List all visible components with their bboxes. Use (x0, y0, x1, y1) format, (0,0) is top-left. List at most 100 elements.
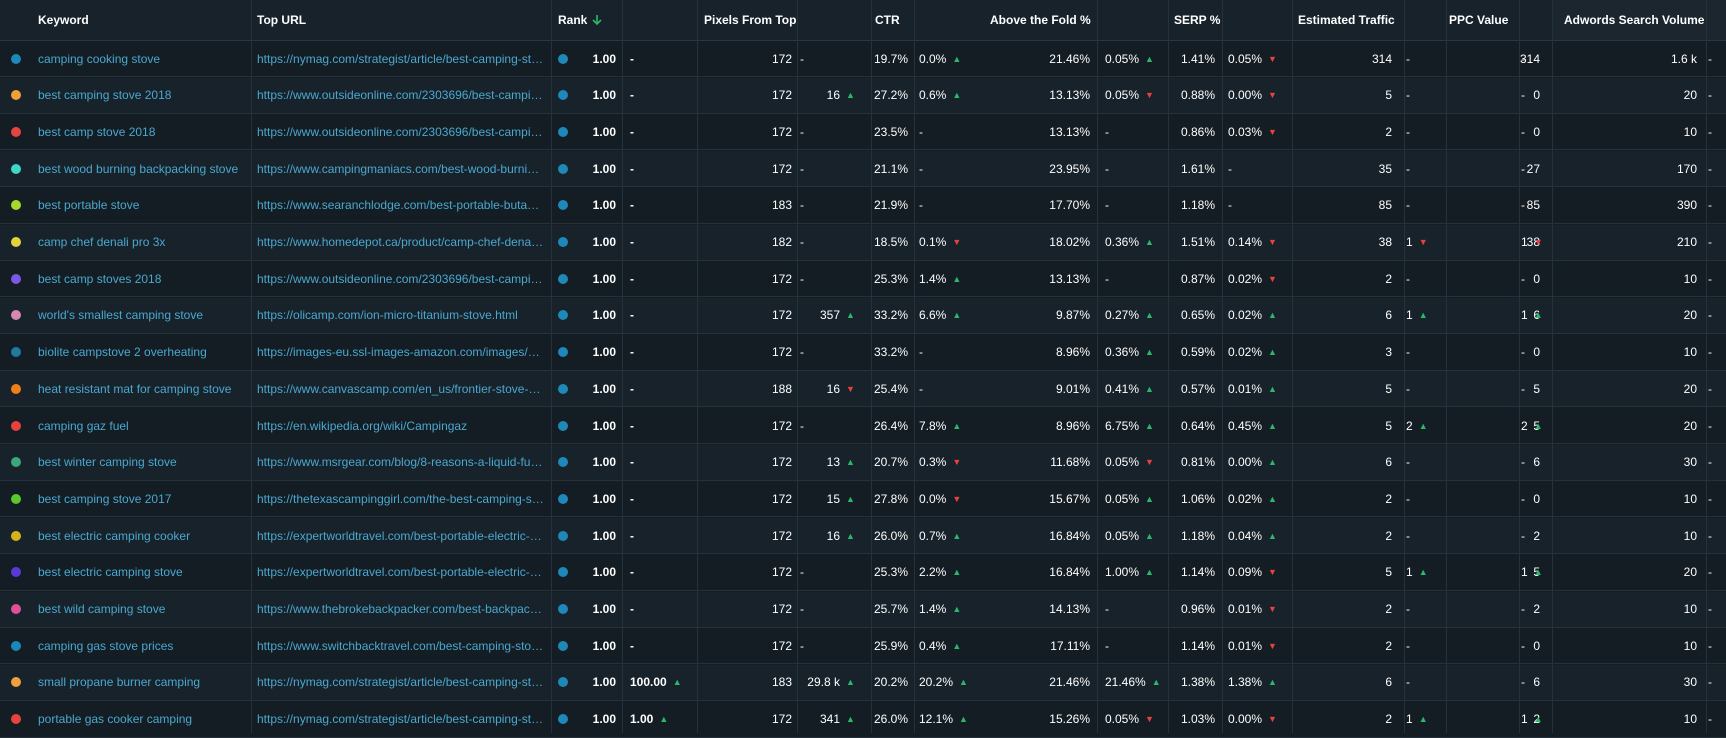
top-url-link[interactable]: https://www.homedepot.ca/product/camp-ch… (257, 225, 545, 260)
keyword-link[interactable]: camping cooking stove (38, 51, 161, 66)
rank-change-up-arrow-icon: ▲ (672, 677, 682, 688)
table-row[interactable]: portable gas cooker camping https://nymag… (0, 701, 1726, 738)
row-color-marker (11, 592, 27, 627)
col-serp[interactable]: SERP % (1174, 13, 1221, 27)
col-ctr[interactable]: CTR (875, 13, 900, 27)
keyword-link[interactable]: camping gaz fuel (38, 418, 129, 433)
adwords-change: - (1708, 78, 1726, 113)
above-fold-change-value: - (1105, 602, 1109, 616)
top-url-link[interactable]: https://nymag.com/strategist/article/bes… (257, 665, 545, 700)
top-url-link[interactable]: https://www.canvascamp.com/en_us/frontie… (257, 371, 545, 406)
color-dot-icon (11, 640, 21, 651)
traffic-change-value: - (1406, 198, 1410, 213)
table-header: Keyword Top URL Rank Pixels From Top CTR… (0, 0, 1726, 41)
keyword-link[interactable]: best winter camping stove (38, 455, 177, 470)
top-url-link[interactable]: https://www.campingmaniacs.com/best-wood… (257, 151, 545, 186)
table-row[interactable]: camping gas stove prices https://www.swit… (0, 628, 1726, 665)
table-row[interactable]: best camp stove 2018 https://www.outsideo… (0, 114, 1726, 151)
rank-dot-icon (558, 567, 568, 578)
keyword-link[interactable]: best portable stove (38, 198, 140, 213)
serp-change-value: 0.05% (1228, 51, 1263, 66)
top-url-link[interactable]: https://en.wikipedia.org/wiki/Campingaz (257, 408, 545, 443)
serp-change-down-arrow-icon: ▼ (1268, 126, 1277, 137)
top-url-link[interactable]: https://www.outsideonline.com/2303696/be… (257, 78, 545, 113)
ppc-change-up-arrow-icon: ▲ (1533, 567, 1543, 578)
keyword-link[interactable]: biolite campstove 2 overheating (38, 345, 207, 360)
col-above-fold[interactable]: Above the Fold % (990, 13, 1091, 27)
table-row[interactable]: camp chef denali pro 3x https://www.homed… (0, 224, 1726, 261)
keyword-link[interactable]: best camp stove 2018 (38, 124, 156, 139)
rank-value: 1.00 (592, 271, 616, 286)
table-row[interactable]: best camping stove 2018 https://www.outsi… (0, 77, 1726, 114)
col-rank[interactable]: Rank (558, 0, 618, 40)
table-row[interactable]: best camping stove 2017 https://thetexasc… (0, 481, 1726, 518)
ctr-value: 26.0% (873, 528, 908, 543)
top-url-link[interactable]: https://www.msrgear.com/blog/8-reasons-a… (257, 445, 545, 480)
top-url-link[interactable]: https://expertworldtravel.com/best-porta… (257, 518, 545, 553)
pixels-from-top-value: 172 (771, 638, 792, 653)
keyword-link[interactable]: best camping stove 2018 (38, 88, 172, 103)
keyword-link[interactable]: heat resistant mat for camping stove (38, 381, 232, 396)
ppc-change-value: - (1521, 88, 1525, 103)
estimated-traffic-value: 314 (1371, 51, 1392, 66)
serp-value: 0.86% (1180, 124, 1215, 139)
ctr-change-up-arrow-icon: ▲ (952, 640, 962, 651)
pixels-change-value: - (800, 345, 804, 360)
keyword-link[interactable]: camp chef denali pro 3x (38, 235, 166, 249)
keyword-link[interactable]: best camp stoves 2018 (38, 271, 162, 286)
table-row[interactable]: best wood burning backpacking stove https… (0, 151, 1726, 188)
keyword-link[interactable]: best wild camping stove (38, 602, 166, 616)
keyword-link[interactable]: small propane burner camping (38, 675, 201, 690)
col-top-url[interactable]: Top URL (257, 13, 307, 27)
keyword-link[interactable]: camping gas stove prices (38, 638, 174, 653)
top-url-link[interactable]: https://expertworldtravel.com/best-porta… (257, 555, 545, 590)
col-pixels-from-top[interactable]: Pixels From Top (704, 13, 797, 27)
top-url-link[interactable]: https://nymag.com/strategist/article/bes… (257, 702, 545, 737)
keyword-link[interactable]: best wood burning backpacking stove (38, 161, 239, 176)
rank-change: 100.00 ▲ (630, 665, 700, 700)
top-url-link[interactable]: https://nymag.com/strategist/article/bes… (257, 41, 545, 76)
keyword-link[interactable]: world's smallest camping stove (38, 308, 204, 323)
top-url-link[interactable]: https://www.outsideonline.com/2303696/be… (257, 261, 545, 296)
col-adwords-search-volume[interactable]: Adwords Search Volume (1552, 0, 1726, 40)
table-row[interactable]: best portable stove https://www.searanchl… (0, 187, 1726, 224)
top-url-link[interactable]: https://thetexascampinggirl.com/the-best… (257, 481, 545, 516)
top-url-link[interactable]: https://www.thebrokebackpacker.com/best-… (257, 592, 545, 627)
rank-value: 1.00 (592, 161, 616, 176)
col-estimated-traffic[interactable]: Estimated Traffic (1298, 13, 1395, 27)
traffic-change-value: - (1406, 345, 1410, 360)
table-row[interactable]: small propane burner camping https://nyma… (0, 664, 1726, 701)
keyword-link[interactable]: best electric camping cooker (38, 528, 191, 543)
keyword-link[interactable]: best electric camping stove (38, 565, 183, 580)
ppc-change-value: - (1521, 198, 1525, 213)
top-url-link[interactable]: https://images-eu.ssl-images-amazon.com/… (257, 335, 545, 370)
top-url-link[interactable]: https://www.outsideonline.com/2303696/be… (257, 114, 545, 149)
above-fold-change-up-arrow-icon: ▲ (1145, 347, 1154, 358)
table-row[interactable]: camping gaz fuel https://en.wikipedia.org… (0, 408, 1726, 444)
pixels-from-top-value: 172 (771, 418, 792, 433)
sort-arrow-down-icon[interactable] (591, 14, 603, 26)
table-row[interactable]: best wild camping stove https://www.thebr… (0, 591, 1726, 628)
rank-value: 1.00 (592, 455, 616, 470)
keyword-link[interactable]: best camping stove 2017 (38, 491, 172, 506)
table-row[interactable]: best winter camping stove https://www.msr… (0, 444, 1726, 481)
col-keyword[interactable]: Keyword (38, 13, 89, 27)
above-fold-change: - (1105, 114, 1175, 149)
table-row[interactable]: world's smallest camping stove https://ol… (0, 297, 1726, 334)
table-row[interactable]: heat resistant mat for camping stove http… (0, 371, 1726, 408)
table-row[interactable]: best electric camping stove https://exper… (0, 554, 1726, 591)
table-row[interactable]: camping cooking stove https://nymag.com/s… (0, 41, 1726, 77)
top-url-link[interactable]: https://olicamp.com/ion-micro-titanium-s… (257, 298, 545, 333)
table-row[interactable]: best electric camping cooker https://expe… (0, 518, 1726, 555)
pixels-from-top-value: 172 (771, 528, 792, 543)
table-row[interactable]: best camp stoves 2018 https://www.outside… (0, 261, 1726, 298)
top-url-link[interactable]: https://www.searanchlodge.com/best-porta… (257, 188, 545, 223)
rank-dot-icon (558, 604, 568, 614)
serp-change-value: 0.01% (1228, 602, 1263, 616)
keyword-link[interactable]: portable gas cooker camping (38, 712, 193, 727)
rank-change: - (630, 445, 700, 480)
top-url-link[interactable]: https://www.switchbacktravel.com/best-ca… (257, 628, 545, 663)
col-ppc-value[interactable]: PPC Value (1449, 13, 1509, 27)
above-fold-change-value: 6.75% (1105, 418, 1140, 433)
table-row[interactable]: biolite campstove 2 overheating https://i… (0, 334, 1726, 371)
